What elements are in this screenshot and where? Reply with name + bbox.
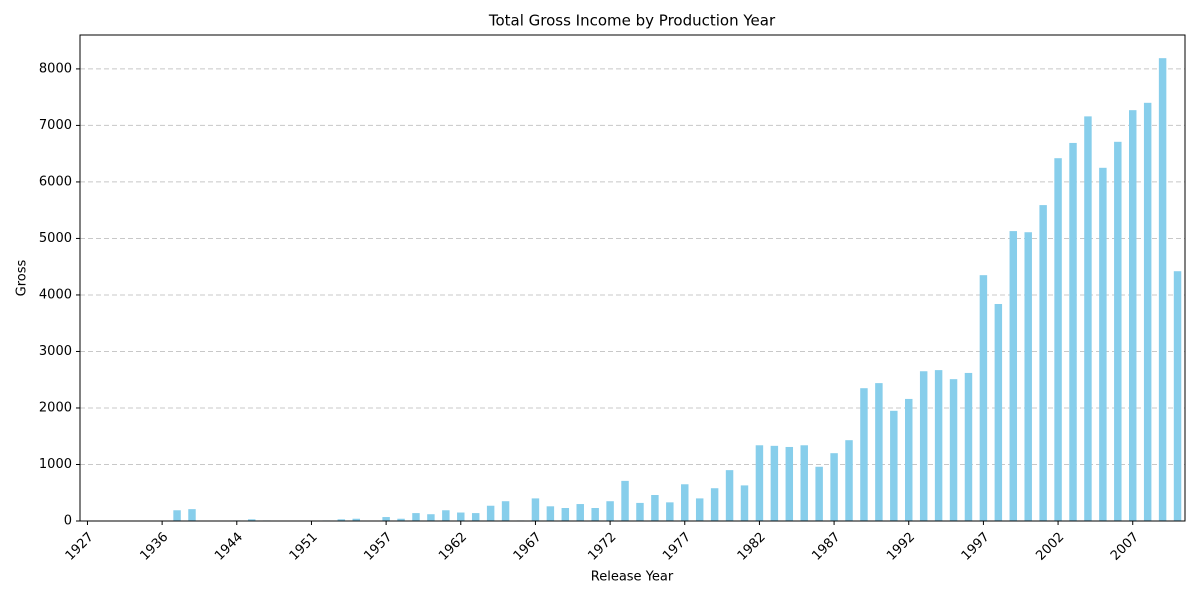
bar [740,485,749,521]
bar [994,303,1003,521]
bar [173,510,181,521]
x-tick-label: 1927 [63,530,97,564]
bar [337,519,346,521]
bar [188,509,196,521]
bar [561,508,570,521]
bar [830,453,838,521]
bar [471,513,480,521]
y-tick-label: 3000 [39,344,72,359]
bar [576,504,584,521]
x-tick-label: 1944 [212,530,246,564]
bar [934,370,943,521]
bar [651,495,659,521]
bar [964,372,973,521]
bar [1158,58,1167,521]
bar [591,508,599,521]
bar [785,446,794,521]
bar [666,502,674,521]
bar [860,388,868,521]
bar [875,383,883,521]
x-tick-label: 1992 [884,530,918,564]
x-tick-label: 1977 [660,530,694,564]
x-tick-label: 1967 [511,530,545,564]
bar [1114,141,1122,521]
bar [1084,116,1092,522]
y-tick-label: 2000 [39,400,72,415]
x-tick-label: 1936 [137,530,171,564]
x-tick-label: 1987 [809,530,843,564]
plot-frame [79,34,1186,522]
bar [1054,158,1062,521]
x-tick-label: 1957 [361,530,395,564]
y-tick-label: 0 [64,514,72,529]
x-tick-label: 1951 [287,530,321,564]
bar [845,440,853,521]
bar [1024,232,1032,521]
bar [681,484,689,521]
bar [247,519,256,521]
bar [486,505,495,521]
bar [979,275,988,521]
bar [352,518,360,521]
bar [412,513,420,521]
x-tick-label: 1997 [959,530,993,564]
chart-title: Total Gross Income by Production Year [488,12,776,30]
bar [1129,110,1137,521]
bar [755,445,764,521]
bar [770,445,779,521]
bar [890,410,898,521]
bar [815,466,823,521]
bar [1143,102,1152,521]
bar [442,510,450,521]
bar [1009,231,1018,522]
y-tick-label: 4000 [39,287,72,302]
bar [949,379,958,521]
bar [695,498,704,521]
y-axis-label: Gross [15,259,30,296]
bar [725,470,734,521]
y-tick-label: 7000 [39,118,72,133]
bar [501,501,510,521]
bar [427,514,435,521]
x-tick-label: 2007 [1108,530,1142,564]
x-axis-label: Release Year [591,570,674,585]
bar [636,502,644,521]
bar [606,501,614,521]
bar [905,398,913,521]
bar [382,517,390,521]
bar [621,480,629,521]
bar [800,445,808,521]
bar [919,371,928,521]
x-tick-label: 1982 [735,530,769,564]
x-tick-label: 1972 [585,530,619,564]
y-tick-label: 6000 [39,174,72,189]
bar [457,512,465,521]
bar [1039,205,1047,521]
bar [710,488,719,521]
bar [531,498,540,521]
bar [1099,167,1107,522]
y-tick-label: 8000 [39,61,72,76]
x-tick-label: 1962 [436,530,470,564]
bar [397,518,405,521]
y-tick-label: 5000 [39,231,72,246]
x-tick-label: 2002 [1033,530,1067,564]
y-tick-label: 1000 [39,457,72,472]
bar [1069,142,1077,522]
bar [546,506,555,521]
bar [1173,271,1182,521]
